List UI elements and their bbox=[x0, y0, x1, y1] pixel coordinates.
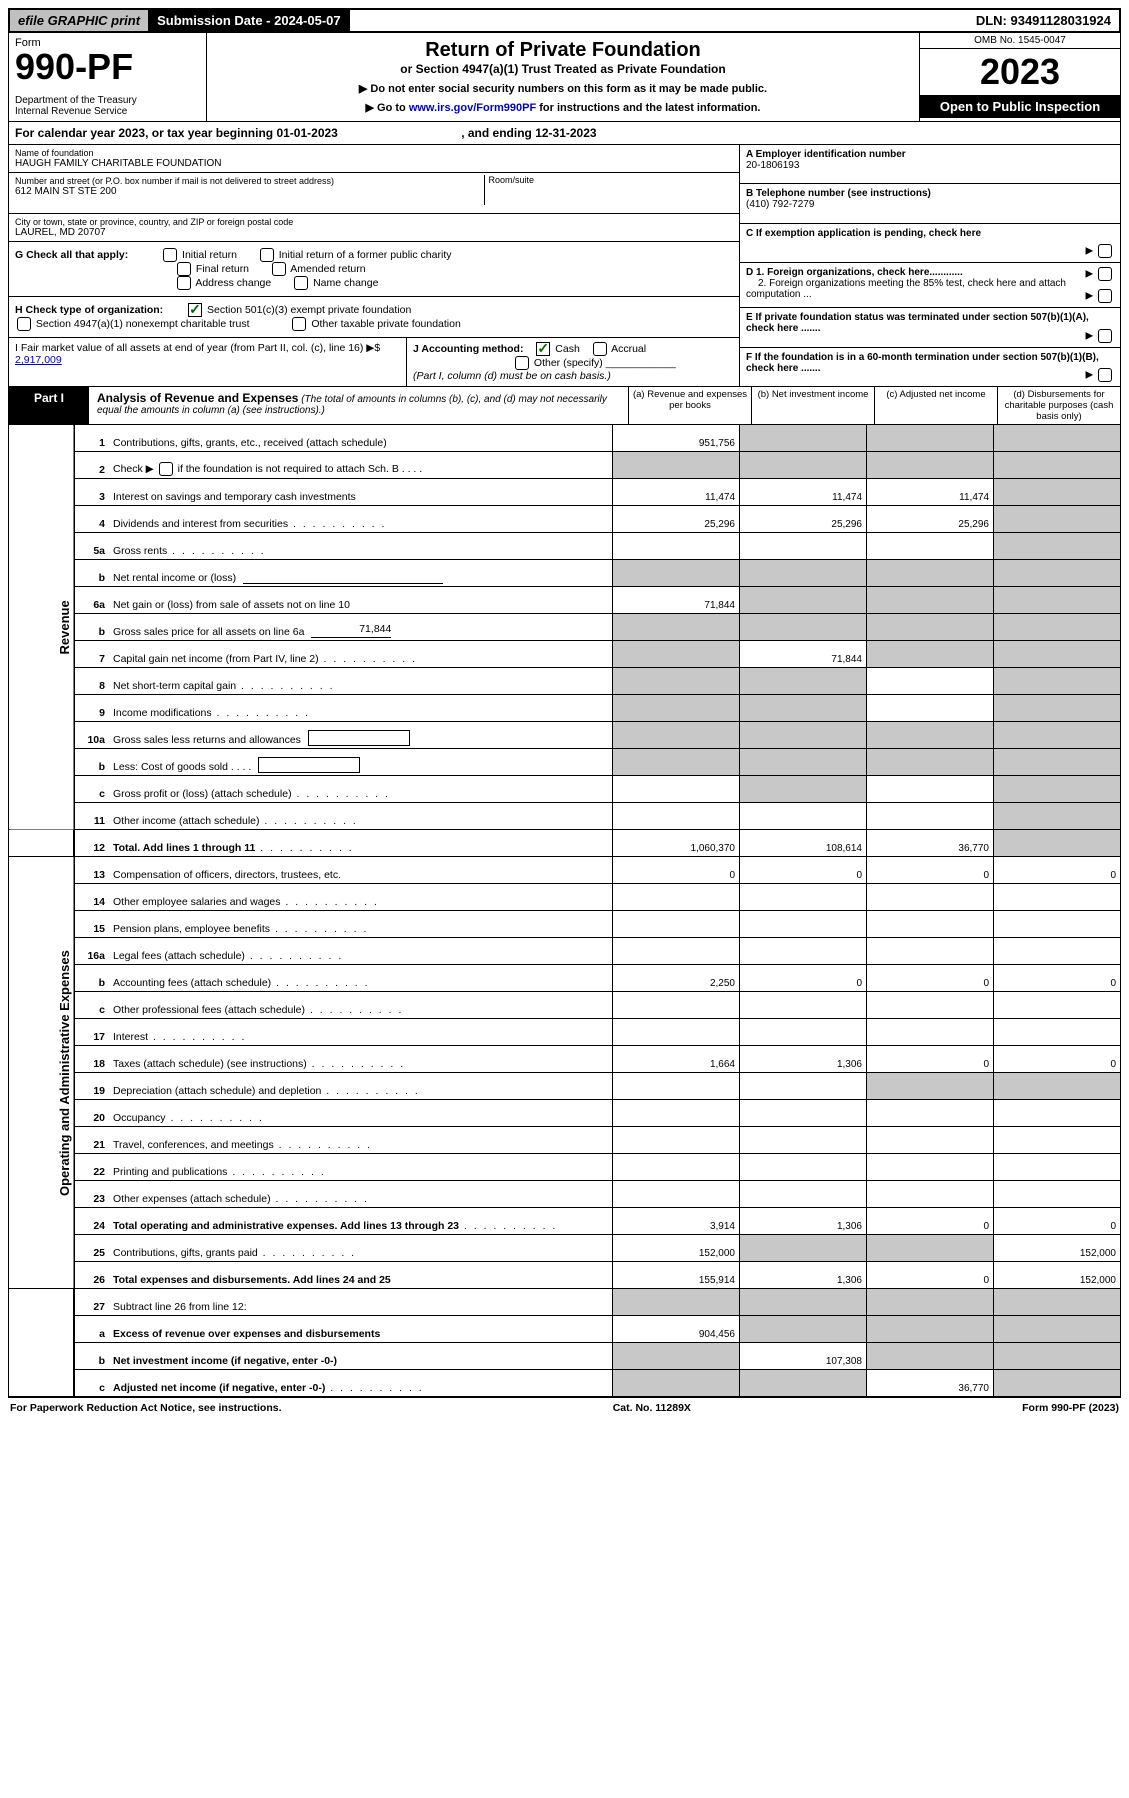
part1-desc: Analysis of Revenue and Expenses (The to… bbox=[89, 387, 628, 424]
form-ref: Form 990-PF (2023) bbox=[1022, 1402, 1119, 1414]
box-f: F If the foundation is in a 60-month ter… bbox=[740, 348, 1120, 386]
box-b-phone: B Telephone number (see instructions) (4… bbox=[740, 184, 1120, 223]
dept-treasury: Department of the Treasury Internal Reve… bbox=[15, 95, 200, 117]
col-d: (d) Disbursements for charitable purpose… bbox=[997, 387, 1120, 424]
box-a-ein: A Employer identification number 20-1806… bbox=[740, 145, 1120, 184]
g-check-block: G Check all that apply: Initial return I… bbox=[9, 242, 739, 297]
ssn-note: ▶ Do not enter social security numbers o… bbox=[213, 82, 913, 95]
goto-note: ▶ Go to www.irs.gov/Form990PF for instru… bbox=[213, 101, 913, 114]
col-c: (c) Adjusted net income bbox=[874, 387, 997, 424]
cb-4947[interactable] bbox=[17, 317, 31, 331]
cb-d2[interactable] bbox=[1098, 289, 1112, 303]
cb-other-spec[interactable] bbox=[515, 356, 529, 370]
cb-accrual[interactable] bbox=[593, 342, 607, 356]
address-cell: Number and street (or P.O. box number if… bbox=[9, 173, 739, 214]
cb-c[interactable] bbox=[1098, 244, 1112, 258]
open-public: Open to Public Inspection bbox=[920, 95, 1120, 118]
tax-year: 2023 bbox=[920, 49, 1120, 95]
submission-date: Submission Date - 2024-05-07 bbox=[149, 10, 350, 31]
cb-cash[interactable] bbox=[536, 342, 550, 356]
paperwork-notice: For Paperwork Reduction Act Notice, see … bbox=[10, 1402, 282, 1414]
j-accounting: J Accounting method: Cash Accrual Other … bbox=[406, 338, 739, 386]
dln: DLN: 93491128031924 bbox=[968, 10, 1119, 31]
form-subtitle: or Section 4947(a)(1) Trust Treated as P… bbox=[213, 62, 913, 76]
omb-number: OMB No. 1545-0047 bbox=[920, 33, 1120, 49]
cb-initial-former[interactable] bbox=[260, 248, 274, 262]
cb-final[interactable] bbox=[177, 262, 191, 276]
col-a: (a) Revenue and expenses per books bbox=[628, 387, 751, 424]
efile-tag: efile GRAPHIC print bbox=[10, 10, 149, 31]
cb-d1[interactable] bbox=[1098, 267, 1112, 281]
cb-f[interactable] bbox=[1098, 368, 1112, 382]
cb-initial[interactable] bbox=[163, 248, 177, 262]
h-check-block: H Check type of organization: Section 50… bbox=[9, 297, 739, 337]
entity-info: Name of foundation HAUGH FAMILY CHARITAB… bbox=[8, 145, 1121, 386]
box-d: D 1. Foreign organizations, check here..… bbox=[740, 263, 1120, 308]
col-b: (b) Net investment income bbox=[751, 387, 874, 424]
cb-schb[interactable] bbox=[159, 462, 173, 476]
room-label: Room/suite bbox=[484, 175, 535, 205]
box-c-exempt: C If exemption application is pending, c… bbox=[740, 224, 1120, 263]
i-j-row: I Fair market value of all assets at end… bbox=[9, 337, 739, 386]
form-number: 990-PF bbox=[15, 49, 200, 85]
box-e: E If private foundation status was termi… bbox=[740, 308, 1120, 347]
part1-header: Part I Analysis of Revenue and Expenses … bbox=[8, 386, 1121, 425]
part-label: Part I bbox=[9, 387, 89, 424]
cb-amended[interactable] bbox=[272, 262, 286, 276]
side-expenses: Operating and Administrative Expenses bbox=[9, 857, 75, 1289]
form-title: Return of Private Foundation bbox=[213, 39, 913, 62]
page-footer: For Paperwork Reduction Act Notice, see … bbox=[8, 1397, 1121, 1418]
form-header: Form 990-PF Department of the Treasury I… bbox=[8, 33, 1121, 122]
cb-other-tax[interactable] bbox=[292, 317, 306, 331]
cb-e[interactable] bbox=[1098, 329, 1112, 343]
cb-name-change[interactable] bbox=[294, 276, 308, 290]
i-fmv: I Fair market value of all assets at end… bbox=[9, 338, 406, 386]
cb-501c3[interactable] bbox=[188, 303, 202, 317]
fmv-value[interactable]: 2,917,009 bbox=[15, 354, 62, 366]
foundation-name-cell: Name of foundation HAUGH FAMILY CHARITAB… bbox=[9, 145, 739, 173]
cat-no: Cat. No. 11289X bbox=[613, 1402, 691, 1414]
irs-link[interactable]: www.irs.gov/Form990PF bbox=[409, 102, 536, 114]
city-cell: City or town, state or province, country… bbox=[9, 214, 739, 242]
top-bar: efile GRAPHIC print Submission Date - 20… bbox=[8, 8, 1121, 33]
cb-addr-change[interactable] bbox=[177, 276, 191, 290]
calendar-year-row: For calendar year 2023, or tax year begi… bbox=[8, 122, 1121, 145]
lines-table: Revenue 1Contributions, gifts, grants, e… bbox=[8, 425, 1121, 1397]
side-revenue: Revenue bbox=[9, 425, 75, 830]
